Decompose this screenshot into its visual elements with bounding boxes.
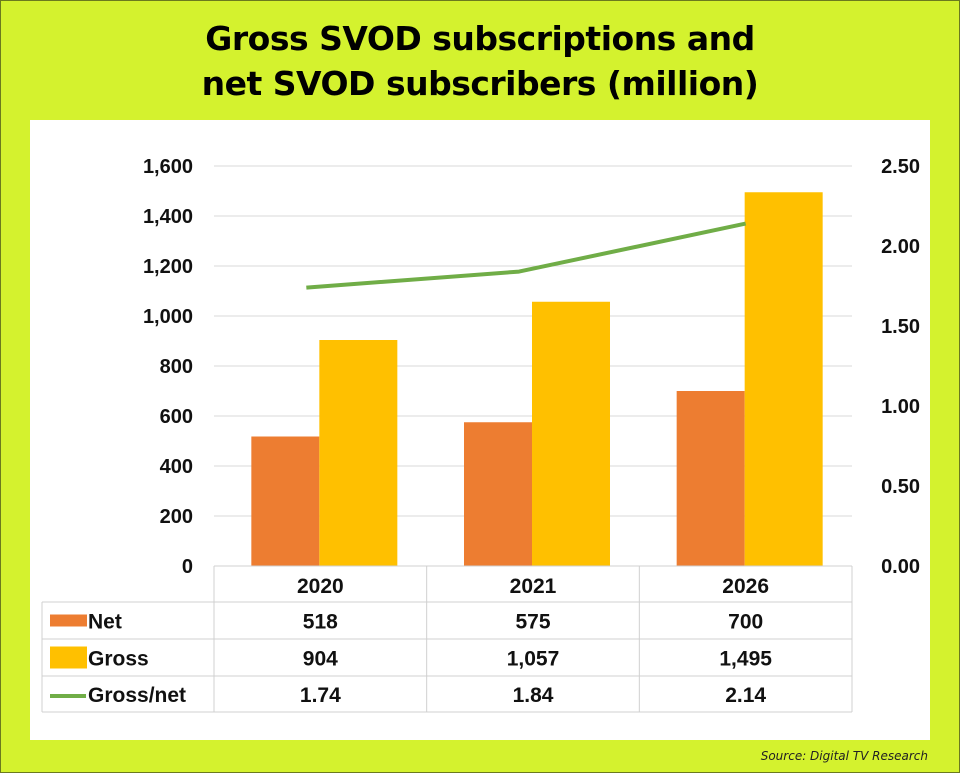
data-table-value: 518	[303, 611, 338, 634]
data-table-value: 2.14	[725, 684, 766, 707]
y-left-tick-label: 400	[160, 456, 193, 478]
bar-net-2021	[464, 422, 532, 566]
y-right-tick-label: 0.00	[881, 556, 920, 578]
line-gross-net	[306, 221, 747, 290]
x-category-label: 2026	[722, 575, 769, 598]
y-left-tick-label: 200	[160, 506, 193, 528]
data-table-value: 1.74	[300, 684, 341, 707]
data-table-value: 1,495	[719, 648, 772, 671]
bar-gross-2020	[319, 340, 398, 566]
title-line-1: Gross SVOD subscriptions and	[205, 19, 755, 58]
bar-net-2026	[676, 391, 745, 566]
y-left-tick-label: 0	[182, 556, 193, 578]
x-category-label: 2021	[510, 575, 557, 598]
data-table-value: 1.84	[513, 684, 554, 707]
y-left-tick-label: 1,200	[143, 256, 193, 278]
source-note: Source: Digital TV Research	[760, 749, 928, 763]
data-table-value: 1,057	[507, 648, 560, 671]
y-right-tick-label: 1.00	[881, 396, 920, 418]
y-right-tick-label: 0.50	[881, 476, 920, 498]
y-right-tick-label: 1.50	[881, 316, 920, 338]
y-left-tick-label: 1,600	[143, 156, 193, 178]
legend-key-gross	[50, 646, 87, 669]
y-left-tick-label: 1,000	[143, 306, 193, 328]
y-left-tick-label: 1,400	[143, 206, 193, 228]
y-right-tick-label: 2.50	[881, 156, 920, 178]
x-category-label: 2020	[297, 575, 344, 598]
data-table-value: 575	[515, 611, 550, 634]
bar-net-2020	[251, 436, 320, 566]
legend-label: Net	[88, 611, 122, 634]
y-left-tick-label: 600	[160, 406, 193, 428]
legend-key-net	[50, 614, 87, 627]
legend-label: Gross	[88, 648, 149, 671]
data-table-value: 700	[728, 611, 763, 634]
title-line-2: net SVOD subscribers (million)	[201, 64, 759, 103]
legend-label: Gross/net	[88, 684, 186, 707]
y-right-tick-label: 2.00	[881, 236, 920, 258]
y-left-tick-label: 800	[160, 356, 193, 378]
chart-title: Gross SVOD subscriptions and net SVOD su…	[0, 16, 960, 106]
data-table-value: 904	[303, 648, 338, 671]
bar-gross-2021	[532, 301, 610, 566]
bar-gross-2026	[744, 192, 823, 566]
